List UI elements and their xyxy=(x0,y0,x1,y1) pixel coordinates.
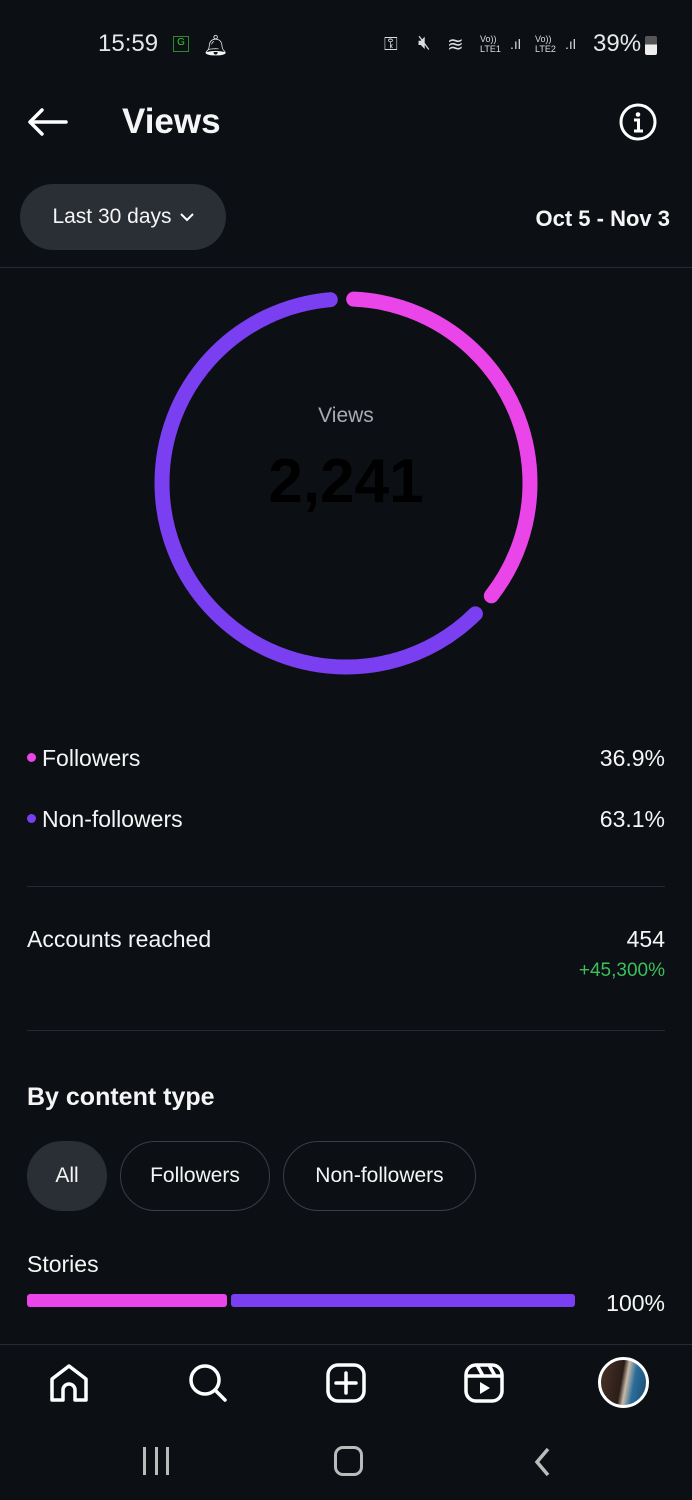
donut-segment-non-followers xyxy=(154,291,538,675)
period-dropdown[interactable]: Last 30 days xyxy=(20,184,226,250)
volte-label: Vo)) xyxy=(535,34,552,44)
chip-non-followers[interactable]: Non-followers xyxy=(283,1141,476,1211)
date-range: Oct 5 - Nov 3 xyxy=(535,206,670,231)
donut-segment-followers xyxy=(154,291,538,675)
stories-value: 100% xyxy=(606,1290,665,1316)
page-title: Views xyxy=(122,102,221,141)
period-label: Last 30 days xyxy=(52,205,172,228)
mute-icon: 🔇︎ xyxy=(418,32,431,54)
lte2-indicator: Vo)) LTE2 xyxy=(535,34,556,54)
donut-label: Views xyxy=(318,404,374,427)
home-icon[interactable] xyxy=(48,1362,90,1404)
reels-icon[interactable] xyxy=(463,1362,505,1404)
lte1-label: LTE1 xyxy=(480,44,501,54)
legend-value: 63.1% xyxy=(599,806,665,832)
signal-icon: .ıl xyxy=(565,36,576,52)
stories-non-followers-bar xyxy=(231,1294,575,1307)
recent-apps-button[interactable] xyxy=(143,1447,169,1475)
back-button[interactable] xyxy=(532,1446,552,1478)
wifi-icon: ≋ xyxy=(447,34,464,56)
create-icon[interactable] xyxy=(325,1362,367,1404)
status-time: 15:59 xyxy=(98,30,159,57)
battery-percent: 39% xyxy=(593,30,642,57)
donut-total: 2,241 xyxy=(268,447,424,516)
signal-icon: .ıl xyxy=(510,36,521,52)
legend-followers: Followers xyxy=(27,745,140,772)
non-followers-dot xyxy=(27,814,36,824)
app-notification-icon: G xyxy=(173,36,189,52)
battery-icon xyxy=(645,36,657,55)
legend-value: 36.9% xyxy=(599,745,665,771)
alarm-icon: 🔔︎ xyxy=(203,35,229,57)
followers-dot xyxy=(27,753,36,763)
divider xyxy=(27,886,665,887)
chip-all[interactable]: All xyxy=(27,1141,107,1211)
divider xyxy=(27,1030,665,1031)
chevron-down-icon xyxy=(179,213,194,222)
lte2-label: LTE2 xyxy=(535,44,556,54)
lte1-indicator: Vo)) LTE1 xyxy=(480,34,501,54)
arrow-left-icon[interactable] xyxy=(26,106,68,138)
stories-label: Stories xyxy=(27,1251,99,1277)
search-icon[interactable] xyxy=(187,1362,229,1404)
vpn-key-icon: ⚿ xyxy=(384,34,398,54)
accounts-reached-change: +45,300% xyxy=(578,960,665,981)
stories-followers-bar xyxy=(27,1294,228,1307)
legend-label: Followers xyxy=(42,745,141,771)
chip-followers[interactable]: Followers xyxy=(120,1141,270,1211)
legend-non-followers: Non-followers xyxy=(27,806,183,833)
section-title: By content type xyxy=(27,1083,215,1111)
info-icon[interactable] xyxy=(618,102,658,142)
divider xyxy=(0,1344,692,1345)
profile-avatar[interactable] xyxy=(598,1357,649,1408)
divider xyxy=(0,267,692,268)
volte-label: Vo)) xyxy=(480,34,497,44)
accounts-reached-value: 454 xyxy=(626,926,665,952)
views-donut-chart xyxy=(154,291,538,675)
legend-label: Non-followers xyxy=(42,806,183,832)
accounts-reached-label: Accounts reached xyxy=(27,926,212,952)
home-button[interactable] xyxy=(334,1446,363,1476)
